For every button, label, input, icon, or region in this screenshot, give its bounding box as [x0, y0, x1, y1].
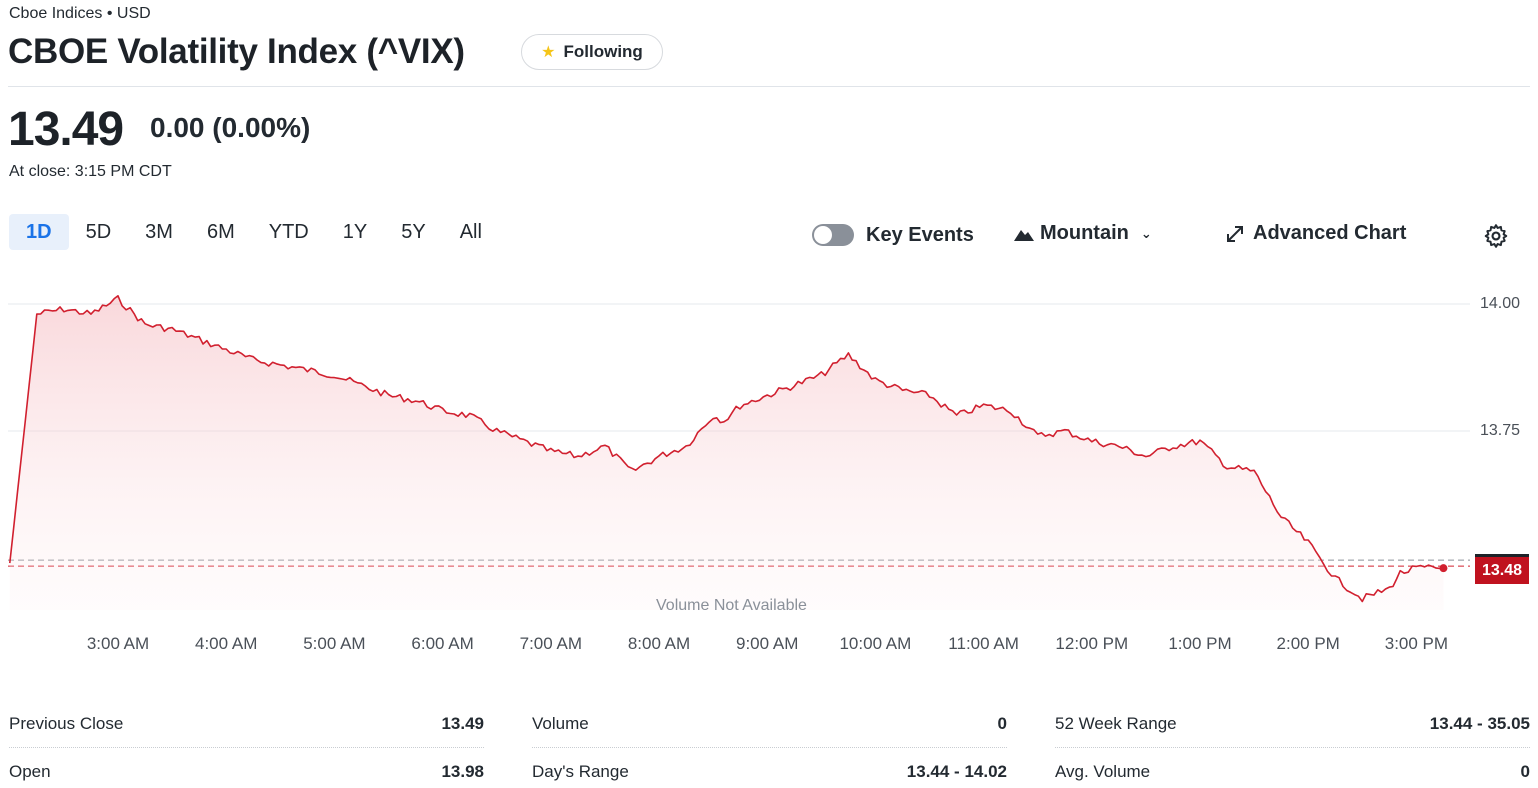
stat-value: 13.98 [441, 762, 484, 781]
x-tick-label: 8:00 AM [627, 634, 691, 653]
stat-value: 13.49 [441, 713, 484, 733]
volume-note: Volume Not Available [656, 597, 807, 614]
stats-column: Volume 0 Day's Range 13.44 - 14.02 [532, 700, 1007, 788]
following-label: Following [563, 42, 643, 61]
advanced-chart-label: Advanced Chart [1253, 222, 1407, 244]
expand-icon [1227, 225, 1243, 242]
stat-label: 52 Week Range [1055, 713, 1177, 733]
x-tick-label: 5:00 AM [303, 634, 366, 653]
stat-row: Open 13.98 [9, 748, 484, 788]
range-tab-1d[interactable]: 1D [9, 214, 69, 250]
stats-column: 52 Week Range 13.44 - 35.05 Avg. Volume 0 [1055, 700, 1530, 788]
stat-value: 13.44 - 14.02 [906, 762, 1007, 781]
stat-label: Previous Close [9, 713, 124, 733]
change-percent: (0.00%) [212, 112, 311, 143]
x-tick-label: 12:00 PM [1055, 634, 1129, 653]
range-tabs: 1D 5D 3M 6M YTD 1Y 5Y All [9, 214, 499, 250]
range-tab-1y[interactable]: 1Y [342, 220, 368, 243]
star-icon: ★ [541, 44, 556, 61]
stats-column: Previous Close 13.49 Open 13.98 [9, 700, 484, 788]
stat-label: Day's Range [532, 762, 629, 781]
header-divider [8, 86, 1530, 87]
current-price: 13.49 [8, 103, 124, 156]
x-tick-label: 3:00 AM [86, 634, 150, 653]
x-tick-label: 3:00 PM [1384, 634, 1449, 653]
x-tick-label: 10:00 AM [839, 634, 912, 653]
stat-row: Day's Range 13.44 - 14.02 [532, 748, 1007, 788]
x-tick-label: 2:00 PM [1276, 634, 1340, 653]
exchange-info: Cboe Indices • USD [9, 5, 151, 22]
advanced-chart-button[interactable]: Advanced Chart [1225, 222, 1406, 245]
stat-label: Avg. Volume [1055, 762, 1151, 781]
stat-row: 52 Week Range 13.44 - 35.05 [1055, 700, 1530, 748]
range-tab-3m[interactable]: 3M [145, 220, 173, 243]
price-line [9, 295, 1444, 603]
stat-value: 0 [997, 713, 1007, 733]
gear-icon[interactable] [1483, 223, 1509, 249]
price-change: 0.00 (0.00%) [150, 112, 310, 144]
stat-label: Volume [532, 713, 589, 733]
stat-value: 13.44 - 35.05 [1429, 713, 1530, 733]
chart-type-label: Mountain [1040, 222, 1129, 244]
y-tick-label: 13.75 [1480, 422, 1521, 439]
change-value: 0.00 [150, 112, 205, 143]
stat-label: Open [9, 762, 51, 781]
key-events-label: Key Events [866, 224, 974, 246]
range-tab-ytd[interactable]: YTD [268, 220, 309, 243]
stat-row: Avg. Volume 0 [1055, 748, 1530, 788]
range-tab-all[interactable]: All [459, 220, 482, 243]
chevron-down-icon: ⌄ [1140, 225, 1152, 241]
range-tab-5d[interactable]: 5D [85, 220, 112, 243]
stat-row: Previous Close 13.49 [9, 700, 484, 748]
y-tick-label: 14.00 [1480, 295, 1521, 312]
x-tick-label: 9:00 AM [736, 634, 799, 653]
key-events-toggle[interactable] [812, 224, 854, 246]
x-tick-label: 7:00 AM [519, 634, 582, 653]
toggle-knob [814, 226, 832, 244]
range-tab-5y[interactable]: 5Y [401, 220, 426, 243]
x-tick-label: 11:00 AM [948, 634, 1019, 653]
price-area [9, 295, 1444, 610]
close-time: At close: 3:15 PM CDT [9, 163, 172, 180]
stat-row: Volume 0 [532, 700, 1007, 748]
price-chart[interactable] [0, 270, 1538, 630]
x-tick-label: 1:00 PM [1168, 634, 1232, 653]
x-tick-label: 4:00 AM [195, 634, 258, 653]
page-title: CBOE Volatility Index (^VIX) [8, 32, 465, 71]
x-tick-label: 6:00 AM [411, 634, 474, 653]
current-price-tag: 13.48 [1475, 554, 1529, 584]
range-tab-6m[interactable]: 6M [206, 220, 235, 243]
stat-value: 0 [1520, 762, 1530, 781]
mountain-icon [1014, 229, 1034, 241]
following-button[interactable]: ★ Following [521, 34, 663, 70]
chart-type-dropdown[interactable]: Mountain ⌄ [1014, 222, 1152, 245]
last-price-dot [1439, 564, 1448, 573]
